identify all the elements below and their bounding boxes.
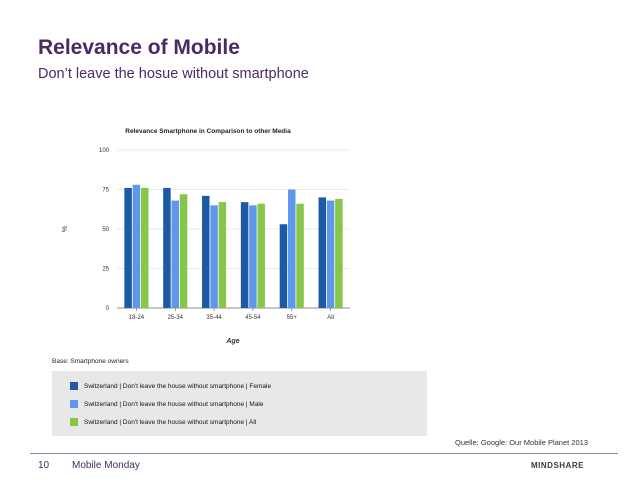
legend-label-all: Switzerland | Don't leave the house with… [84, 418, 257, 426]
x-tick-label: 18-24 [129, 315, 145, 321]
y-tick-label: 0 [106, 306, 110, 312]
bar [335, 198, 343, 308]
bar [210, 205, 218, 308]
legend-swatch-female [70, 382, 78, 390]
bar [249, 205, 257, 308]
legend-item-female: Switzerland | Don't leave the house with… [70, 381, 271, 391]
bar [288, 189, 296, 308]
chart-legend: Switzerland | Don't leave the house with… [52, 371, 427, 436]
bar [163, 187, 171, 308]
y-tick-label: 75 [102, 188, 109, 194]
bar [257, 203, 265, 308]
bar [296, 203, 304, 308]
x-tick-label: 45-54 [245, 315, 261, 321]
legend-item-male: Switzerland | Don't leave the house with… [70, 399, 264, 409]
page-number: 10 [38, 460, 50, 471]
legend-label-male: Switzerland | Don't leave the house with… [84, 400, 264, 408]
y-tick-label: 25 [102, 267, 109, 273]
bar [218, 202, 227, 308]
bar [326, 200, 335, 308]
bar [171, 200, 179, 308]
x-tick-label: 55+ [287, 315, 298, 321]
x-tick-label: All [327, 315, 334, 321]
y-tick-label: 50 [102, 227, 109, 233]
brand-logo: MINDSHARE [531, 461, 584, 470]
chart-title: Relevance Smartphone in Comparison to ot… [125, 128, 291, 135]
bar [240, 202, 249, 308]
slide-title: Relevance of Mobile [38, 36, 240, 59]
x-tick-label: 35-44 [206, 315, 222, 321]
legend-swatch-all [70, 418, 78, 426]
x-axis-label: Age [225, 338, 239, 345]
y-tick-label: 100 [99, 148, 110, 154]
base-note: Base: Smartphone owners [52, 358, 129, 365]
legend-label-female: Switzerland | Don't leave the house with… [84, 382, 272, 390]
bar [132, 184, 141, 308]
bar [202, 195, 210, 308]
y-axis-label: % [62, 226, 69, 232]
legend-item-all: Switzerland | Don't leave the house with… [70, 417, 256, 427]
footer-title: Mobile Monday [72, 460, 140, 471]
x-tick-label: 25-34 [168, 315, 184, 321]
bar-chart: Relevance Smartphone in Comparison to ot… [55, 118, 435, 358]
bar [179, 194, 188, 308]
bar [279, 224, 288, 308]
legend-swatch-male [70, 400, 78, 408]
slide-subtitle: Don’t leave the hosue without smartphone [38, 66, 309, 82]
footer-divider [30, 453, 618, 454]
source-note: Quelle: Google: Our Mobile Planet 2013 [455, 438, 588, 447]
bar [318, 197, 327, 308]
chart-svg: Relevance Smartphone in Comparison to ot… [62, 128, 350, 345]
bar [124, 187, 132, 308]
bar [140, 187, 149, 308]
